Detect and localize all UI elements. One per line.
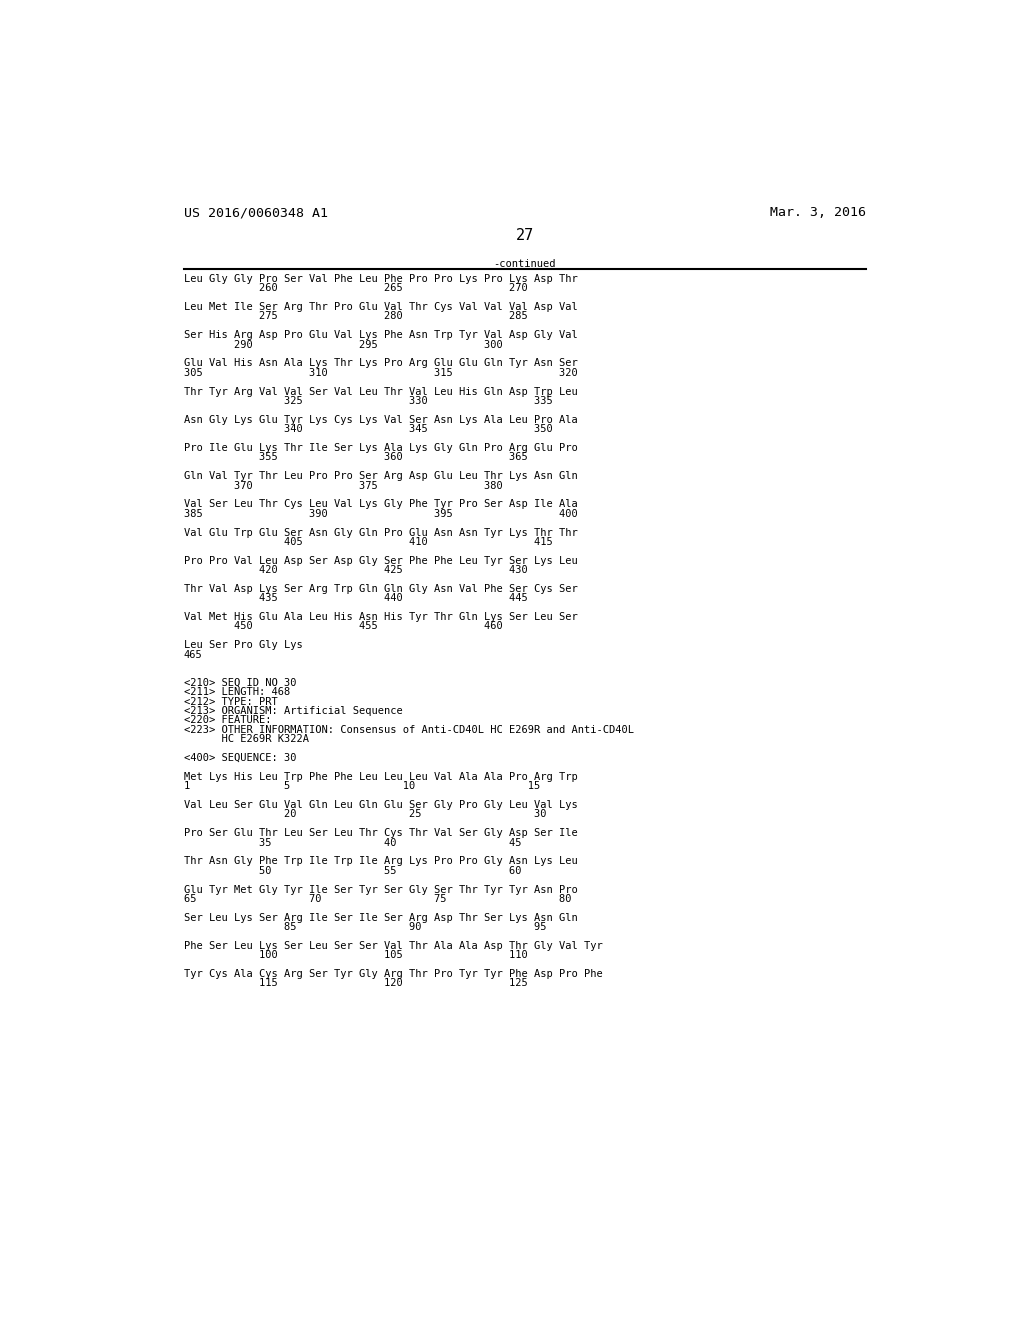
Text: <212> TYPE: PRT: <212> TYPE: PRT — [183, 697, 278, 706]
Text: Val Leu Ser Glu Val Gln Leu Gln Glu Ser Gly Pro Gly Leu Val Lys: Val Leu Ser Glu Val Gln Leu Gln Glu Ser … — [183, 800, 578, 810]
Text: 305                 310                 315                 320: 305 310 315 320 — [183, 368, 578, 378]
Text: Pro Ser Glu Thr Leu Ser Leu Thr Cys Thr Val Ser Gly Asp Ser Ile: Pro Ser Glu Thr Leu Ser Leu Thr Cys Thr … — [183, 828, 578, 838]
Text: 435                 440                 445: 435 440 445 — [183, 593, 527, 603]
Text: Val Ser Leu Thr Cys Leu Val Lys Gly Phe Tyr Pro Ser Asp Ile Ala: Val Ser Leu Thr Cys Leu Val Lys Gly Phe … — [183, 499, 578, 510]
Text: Glu Tyr Met Gly Tyr Ile Ser Tyr Ser Gly Ser Thr Tyr Tyr Asn Pro: Glu Tyr Met Gly Tyr Ile Ser Tyr Ser Gly … — [183, 884, 578, 895]
Text: HC E269R K322A: HC E269R K322A — [183, 734, 309, 744]
Text: <210> SEQ ID NO 30: <210> SEQ ID NO 30 — [183, 678, 296, 688]
Text: 85                  90                  95: 85 90 95 — [183, 923, 546, 932]
Text: Leu Gly Gly Pro Ser Val Phe Leu Phe Pro Pro Lys Pro Lys Asp Thr: Leu Gly Gly Pro Ser Val Phe Leu Phe Pro … — [183, 275, 578, 284]
Text: Tyr Cys Ala Cys Arg Ser Tyr Gly Arg Thr Pro Tyr Tyr Phe Asp Pro Phe: Tyr Cys Ala Cys Arg Ser Tyr Gly Arg Thr … — [183, 969, 602, 979]
Text: 450                 455                 460: 450 455 460 — [183, 622, 503, 631]
Text: 50                  55                  60: 50 55 60 — [183, 866, 521, 875]
Text: Phe Ser Leu Lys Ser Leu Ser Ser Val Thr Ala Ala Asp Thr Gly Val Tyr: Phe Ser Leu Lys Ser Leu Ser Ser Val Thr … — [183, 941, 602, 950]
Text: Thr Asn Gly Phe Trp Ile Trp Ile Arg Lys Pro Pro Gly Asn Lys Leu: Thr Asn Gly Phe Trp Ile Trp Ile Arg Lys … — [183, 857, 578, 866]
Text: Ser Leu Lys Ser Arg Ile Ser Ile Ser Arg Asp Thr Ser Lys Asn Gln: Ser Leu Lys Ser Arg Ile Ser Ile Ser Arg … — [183, 912, 578, 923]
Text: 465: 465 — [183, 649, 203, 660]
Text: 290                 295                 300: 290 295 300 — [183, 339, 503, 350]
Text: Ser His Arg Asp Pro Glu Val Lys Phe Asn Trp Tyr Val Asp Gly Val: Ser His Arg Asp Pro Glu Val Lys Phe Asn … — [183, 330, 578, 341]
Text: Mar. 3, 2016: Mar. 3, 2016 — [770, 206, 866, 219]
Text: 420                 425                 430: 420 425 430 — [183, 565, 527, 576]
Text: Met Lys His Leu Trp Phe Phe Leu Leu Leu Val Ala Ala Pro Arg Trp: Met Lys His Leu Trp Phe Phe Leu Leu Leu … — [183, 772, 578, 781]
Text: Val Glu Trp Glu Ser Asn Gly Gln Pro Glu Asn Asn Tyr Lys Thr Thr: Val Glu Trp Glu Ser Asn Gly Gln Pro Glu … — [183, 528, 578, 537]
Text: 100                 105                 110: 100 105 110 — [183, 950, 527, 960]
Text: 340                 345                 350: 340 345 350 — [183, 424, 553, 434]
Text: 35                  40                  45: 35 40 45 — [183, 838, 521, 847]
Text: Glu Val His Asn Ala Lys Thr Lys Pro Arg Glu Glu Gln Tyr Asn Ser: Glu Val His Asn Ala Lys Thr Lys Pro Arg … — [183, 359, 578, 368]
Text: <220> FEATURE:: <220> FEATURE: — [183, 715, 271, 726]
Text: Leu Ser Pro Gly Lys: Leu Ser Pro Gly Lys — [183, 640, 302, 651]
Text: 325                 330                 335: 325 330 335 — [183, 396, 553, 407]
Text: <211> LENGTH: 468: <211> LENGTH: 468 — [183, 688, 290, 697]
Text: <213> ORGANISM: Artificial Sequence: <213> ORGANISM: Artificial Sequence — [183, 706, 402, 715]
Text: Pro Pro Val Leu Asp Ser Asp Gly Ser Phe Phe Leu Tyr Ser Lys Leu: Pro Pro Val Leu Asp Ser Asp Gly Ser Phe … — [183, 556, 578, 566]
Text: <400> SEQUENCE: 30: <400> SEQUENCE: 30 — [183, 752, 296, 763]
Text: 115                 120                 125: 115 120 125 — [183, 978, 527, 989]
Text: 1               5                  10                  15: 1 5 10 15 — [183, 781, 540, 791]
Text: -continued: -continued — [494, 259, 556, 268]
Text: 65                  70                  75                  80: 65 70 75 80 — [183, 894, 571, 904]
Text: Pro Ile Glu Lys Thr Ile Ser Lys Ala Lys Gly Gln Pro Arg Glu Pro: Pro Ile Glu Lys Thr Ile Ser Lys Ala Lys … — [183, 444, 578, 453]
Text: 27: 27 — [516, 227, 534, 243]
Text: 260                 265                 270: 260 265 270 — [183, 284, 527, 293]
Text: US 2016/0060348 A1: US 2016/0060348 A1 — [183, 206, 328, 219]
Text: Asn Gly Lys Glu Tyr Lys Cys Lys Val Ser Asn Lys Ala Leu Pro Ala: Asn Gly Lys Glu Tyr Lys Cys Lys Val Ser … — [183, 414, 578, 425]
Text: 355                 360                 365: 355 360 365 — [183, 453, 527, 462]
Text: Leu Met Ile Ser Arg Thr Pro Glu Val Thr Cys Val Val Val Asp Val: Leu Met Ile Ser Arg Thr Pro Glu Val Thr … — [183, 302, 578, 312]
Text: Thr Val Asp Lys Ser Arg Trp Gln Gln Gly Asn Val Phe Ser Cys Ser: Thr Val Asp Lys Ser Arg Trp Gln Gln Gly … — [183, 583, 578, 594]
Text: 405                 410                 415: 405 410 415 — [183, 537, 553, 546]
Text: Gln Val Tyr Thr Leu Pro Pro Ser Arg Asp Glu Leu Thr Lys Asn Gln: Gln Val Tyr Thr Leu Pro Pro Ser Arg Asp … — [183, 471, 578, 482]
Text: Thr Tyr Arg Val Val Ser Val Leu Thr Val Leu His Gln Asp Trp Leu: Thr Tyr Arg Val Val Ser Val Leu Thr Val … — [183, 387, 578, 396]
Text: 370                 375                 380: 370 375 380 — [183, 480, 503, 491]
Text: <223> OTHER INFORMATION: Consensus of Anti-CD40L HC E269R and Anti-CD40L: <223> OTHER INFORMATION: Consensus of An… — [183, 725, 634, 735]
Text: 275                 280                 285: 275 280 285 — [183, 312, 527, 322]
Text: 385                 390                 395                 400: 385 390 395 400 — [183, 508, 578, 519]
Text: Val Met His Glu Ala Leu His Asn His Tyr Thr Gln Lys Ser Leu Ser: Val Met His Glu Ala Leu His Asn His Tyr … — [183, 612, 578, 622]
Text: 20                  25                  30: 20 25 30 — [183, 809, 546, 820]
